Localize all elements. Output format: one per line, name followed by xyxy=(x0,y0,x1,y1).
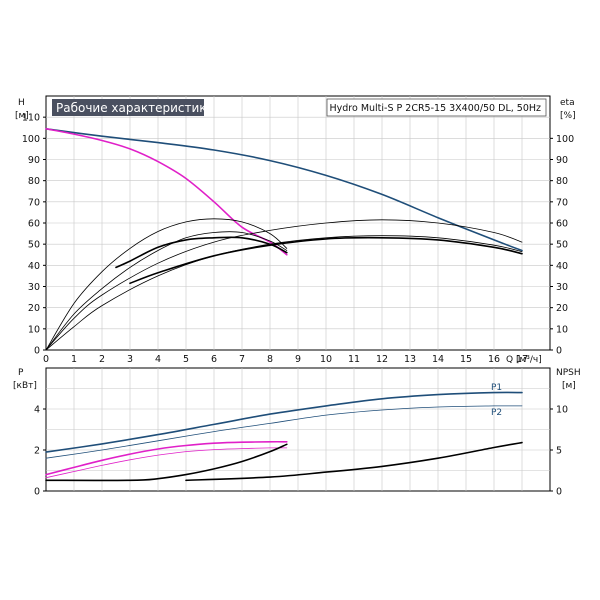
title-box xyxy=(52,99,204,116)
power-axis-unit: [кВт] xyxy=(13,381,37,391)
tick-label-left: 40 xyxy=(28,261,40,272)
tick-label-right: 0 xyxy=(556,487,562,498)
model-label: Hydro Multi-S P 2CR5-15 3X400/50 DL, 50H… xyxy=(330,103,542,114)
tick-label-left: 80 xyxy=(28,176,40,187)
curve-power_npsh-0 xyxy=(45,391,523,453)
tick-label-right: 30 xyxy=(556,282,568,293)
series-label-p2: P2 xyxy=(491,408,502,418)
tick-label-left: 4 xyxy=(34,405,40,416)
tick-label-right: 10 xyxy=(556,324,568,335)
tick-labels: 0102030405060708090100110010203040506070… xyxy=(22,113,574,498)
series-label-p1: P1 xyxy=(491,383,502,393)
tick-label-left: 30 xyxy=(28,282,40,293)
tick-label-x: 6 xyxy=(211,354,217,365)
grid-layer xyxy=(46,96,550,491)
tick-label-left: 60 xyxy=(28,219,40,230)
tick-label-x: 0 xyxy=(43,354,49,365)
tick-label-left: 110 xyxy=(22,113,40,124)
eta-axis-unit: [%] xyxy=(560,111,576,121)
curve-performance-4 xyxy=(45,231,288,351)
tick-label-left: 70 xyxy=(28,197,40,208)
tick-label-x: 10 xyxy=(320,354,332,365)
tick-label-x: 9 xyxy=(295,354,301,365)
curve-power_npsh-2 xyxy=(45,440,288,476)
curve-performance-3 xyxy=(45,218,288,351)
model-box xyxy=(326,98,547,117)
tick-label-x: 15 xyxy=(460,354,472,365)
curve-performance-6 xyxy=(45,219,523,351)
npsh-axis-label: NPSH xyxy=(556,368,581,378)
tick-label-x: 1 xyxy=(71,354,77,365)
tick-label-right: 10 xyxy=(556,405,568,416)
tick-label-right: 90 xyxy=(556,155,568,166)
tick-label-right: 40 xyxy=(556,261,568,272)
tick-label-right: 100 xyxy=(556,134,574,145)
tick-label-right: 70 xyxy=(556,197,568,208)
tick-label-x: 13 xyxy=(404,354,416,365)
head-axis-label: H xyxy=(18,98,25,108)
tick-label-x: 2 xyxy=(99,354,105,365)
tick-label-x: 8 xyxy=(267,354,273,365)
eta-axis-label: eta xyxy=(560,98,575,108)
curve-performance-0 xyxy=(45,128,523,252)
curve-power_npsh-5 xyxy=(185,441,523,482)
tick-label-left: 10 xyxy=(28,324,40,335)
npsh-axis-unit: [м] xyxy=(562,381,576,391)
tick-label-x: 4 xyxy=(155,354,161,365)
tick-label-x: 11 xyxy=(348,354,360,365)
tick-label-left: 100 xyxy=(22,134,40,145)
head-axis-unit: [м] xyxy=(15,111,29,121)
curve-power_npsh-4 xyxy=(45,443,288,482)
series-layer xyxy=(45,128,523,482)
tick-label-right: 50 xyxy=(556,240,568,251)
tick-label-left: 2 xyxy=(34,446,40,457)
tick-label-right: 0 xyxy=(556,346,562,357)
tick-label-x: 3 xyxy=(127,354,133,365)
tick-label-x: 14 xyxy=(432,354,444,365)
tick-label-left: 50 xyxy=(28,240,40,251)
tick-label-right: 60 xyxy=(556,219,568,230)
curve-performance-5 xyxy=(129,236,523,285)
curve-performance-2 xyxy=(115,236,288,269)
tick-label-x: 17 xyxy=(516,354,528,365)
curve-performance-7 xyxy=(45,235,523,351)
tick-label-right: 80 xyxy=(556,176,568,187)
tick-label-left: 20 xyxy=(28,303,40,314)
tick-label-left: 0 xyxy=(34,346,40,357)
flow-axis-label: Q [м³/ч] xyxy=(506,355,542,365)
curve-performance-1 xyxy=(45,128,288,256)
tick-label-left: 90 xyxy=(28,155,40,166)
power-axis-label: P xyxy=(18,368,24,378)
tick-label-x: 16 xyxy=(488,354,500,365)
tick-label-right: 5 xyxy=(556,446,562,457)
tick-label-left: 0 xyxy=(34,487,40,498)
curve-power_npsh-3 xyxy=(45,447,288,479)
tick-label-x: 12 xyxy=(376,354,388,365)
curve-power_npsh-1 xyxy=(45,405,523,459)
tick-label-x: 7 xyxy=(239,354,245,365)
chart-title: Рабочие характеристики xyxy=(56,101,214,115)
tick-label-right: 20 xyxy=(556,303,568,314)
tick-label-x: 5 xyxy=(183,354,189,365)
